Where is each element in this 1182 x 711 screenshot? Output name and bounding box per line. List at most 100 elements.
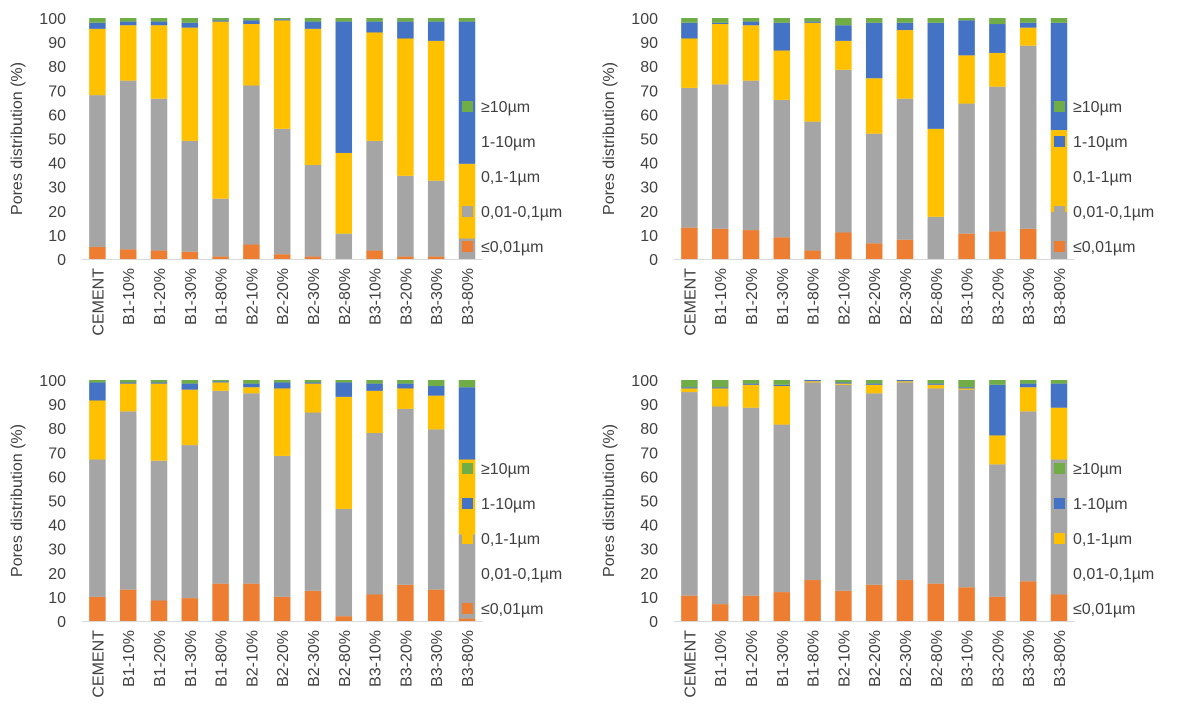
bar-segment xyxy=(335,508,353,617)
bar-segment xyxy=(989,18,1006,25)
bar-segment xyxy=(273,18,291,20)
y-tick-label: 30 xyxy=(48,180,66,197)
bar-segment xyxy=(711,22,729,25)
bar-segment xyxy=(927,128,945,217)
legend-swatch xyxy=(462,241,473,252)
y-axis-label: Pores distribution (%) xyxy=(9,424,26,577)
bar-segment xyxy=(681,387,698,389)
bar-segment xyxy=(397,408,414,585)
bar-segment xyxy=(927,22,945,129)
bar-segment xyxy=(896,380,914,382)
x-tick-label: B2-80% xyxy=(929,268,946,325)
bar-segment xyxy=(958,20,975,56)
y-tick-label: 30 xyxy=(640,542,658,559)
bar-segment xyxy=(896,381,914,383)
bar-segment xyxy=(804,382,821,581)
bar-segment xyxy=(243,387,260,394)
bar-segment xyxy=(150,382,168,384)
bar-segment xyxy=(835,383,852,385)
bar-segment xyxy=(427,395,445,430)
bar-segment xyxy=(273,388,291,456)
x-tick-label: B3-10% xyxy=(368,268,385,325)
bar-segment xyxy=(366,21,383,33)
legend-swatch xyxy=(462,498,473,509)
bar-segment xyxy=(681,380,698,388)
bar-segment xyxy=(681,392,698,596)
bar-segment xyxy=(89,95,106,247)
x-tick-label: B1-20% xyxy=(744,630,761,687)
bar-segment xyxy=(119,589,137,621)
x-tick-label: B2-80% xyxy=(337,268,354,325)
bar-segment xyxy=(958,55,975,104)
bar-segment xyxy=(865,384,883,394)
bar-segment xyxy=(804,580,821,621)
bar-segment xyxy=(119,411,137,590)
bar-segment xyxy=(681,87,698,228)
y-tick-label: 0 xyxy=(649,252,658,269)
y-tick-label: 90 xyxy=(48,397,66,414)
bar-segment xyxy=(304,28,322,166)
bar-segment xyxy=(397,584,414,621)
bar-segment xyxy=(711,604,729,621)
bar-segment xyxy=(835,18,852,26)
legend-swatch xyxy=(462,171,473,182)
bar-segment xyxy=(958,18,975,21)
y-tick-label: 70 xyxy=(640,445,658,462)
bar-segment xyxy=(212,20,229,22)
bar-segment xyxy=(711,18,729,23)
bar-segment xyxy=(150,25,168,99)
bar-segment xyxy=(681,595,698,621)
x-tick-label: B1-20% xyxy=(744,268,761,325)
bar-segment xyxy=(119,382,137,384)
x-tick-label: B3-20% xyxy=(398,630,415,687)
bar-segment xyxy=(243,244,260,259)
bar-segment xyxy=(958,387,975,389)
bar-segment xyxy=(212,256,229,259)
x-tick-label: B1-10% xyxy=(713,268,730,325)
x-tick-label: B2-10% xyxy=(244,630,261,687)
bar-segment xyxy=(397,175,414,257)
bar-segment xyxy=(835,384,852,591)
bar-segment xyxy=(89,28,106,96)
bar-segment xyxy=(865,383,883,385)
bar-segment xyxy=(304,256,322,259)
legend-swatch xyxy=(1054,533,1065,544)
bar-segment xyxy=(773,424,791,593)
bar-segment xyxy=(804,250,821,259)
y-tick-label: 50 xyxy=(48,132,66,149)
bar-segment xyxy=(397,18,414,22)
bar-segment xyxy=(989,380,1006,385)
bar-segment xyxy=(865,78,883,134)
x-tick-label: B1-30% xyxy=(183,630,200,687)
bar-segment xyxy=(427,18,445,22)
legend-swatch xyxy=(1054,498,1065,509)
bar-segment xyxy=(335,616,353,621)
bar-segment xyxy=(773,592,791,621)
bar-segment xyxy=(1019,581,1037,621)
legend-swatch xyxy=(1054,568,1065,579)
bar-segment xyxy=(458,618,476,621)
bar-segment xyxy=(427,386,445,396)
y-tick-label: 40 xyxy=(48,518,66,535)
bar-segment xyxy=(958,389,975,588)
legend-swatch xyxy=(462,603,473,614)
bar-segment xyxy=(835,25,852,41)
y-tick-label: 80 xyxy=(640,59,658,76)
x-tick-label: B3-30% xyxy=(429,630,446,687)
bar-segment xyxy=(835,590,852,622)
legend-label: 1-10µm xyxy=(481,134,536,151)
legend-label: ≤0,01µm xyxy=(481,601,543,618)
bar-segment xyxy=(150,380,168,383)
bar-segment xyxy=(181,389,199,446)
bar-segment xyxy=(181,598,199,621)
bar-segment xyxy=(711,406,729,605)
x-tick-label: B2-30% xyxy=(898,630,915,687)
bar-segment xyxy=(1019,387,1037,412)
bar-segment xyxy=(1050,18,1068,23)
x-tick-label: B3-10% xyxy=(368,630,385,687)
bar-segment xyxy=(1050,383,1068,408)
bar-segment xyxy=(397,38,414,176)
legend-label: ≥10µm xyxy=(481,461,530,478)
bar-segment xyxy=(896,580,914,621)
bar-segment xyxy=(273,19,291,21)
